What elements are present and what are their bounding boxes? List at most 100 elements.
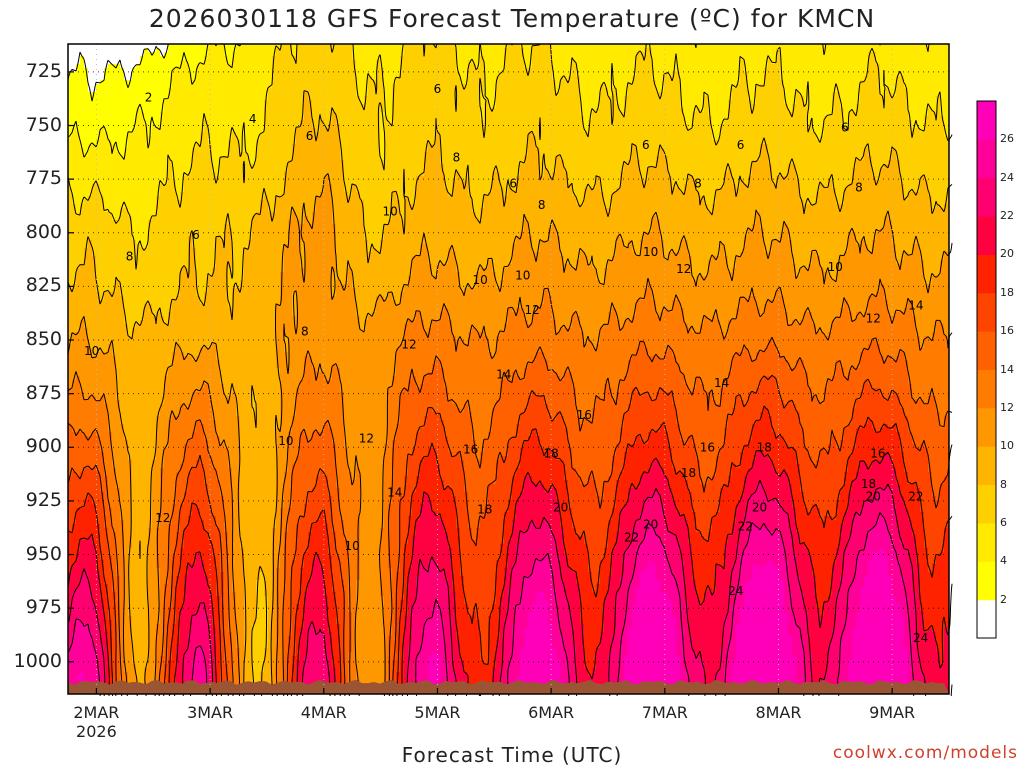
field-cell <box>112 60 117 65</box>
field-cell <box>360 132 365 137</box>
field-cell <box>584 112 589 117</box>
field-cell <box>472 92 477 97</box>
field-cell <box>732 64 737 69</box>
field-cell <box>628 96 633 101</box>
field-cell <box>136 120 141 125</box>
field-cell <box>460 52 465 57</box>
field-cell <box>928 52 933 57</box>
field-cell <box>316 64 321 69</box>
field-cell <box>740 88 745 93</box>
field-cell <box>344 108 349 113</box>
field-cell <box>700 48 705 53</box>
field-cell <box>624 76 629 81</box>
field-cell <box>164 128 169 133</box>
field-cell <box>164 72 169 77</box>
field-cell <box>688 96 693 101</box>
field-cell <box>484 88 489 93</box>
field-cell <box>700 124 705 129</box>
field-cell <box>204 104 209 109</box>
field-cell <box>860 64 865 69</box>
field-cell <box>844 68 849 73</box>
field-cell <box>616 60 621 65</box>
field-cell <box>172 56 177 61</box>
field-cell <box>436 116 441 121</box>
field-cell <box>740 92 745 97</box>
field-cell <box>368 80 373 85</box>
field-cell <box>496 92 501 97</box>
field-cell <box>676 124 681 129</box>
field-cell <box>436 104 441 109</box>
field-cell <box>212 60 217 65</box>
field-cell <box>360 84 365 89</box>
field-cell <box>680 60 685 65</box>
field-cell <box>204 64 209 69</box>
field-cell <box>256 72 261 77</box>
field-cell <box>340 56 345 61</box>
field-cell <box>420 72 425 77</box>
field-cell <box>164 76 169 81</box>
field-cell <box>100 52 105 57</box>
field-cell <box>516 92 521 97</box>
field-cell <box>912 100 917 105</box>
field-cell <box>656 48 661 53</box>
field-cell <box>104 108 109 113</box>
field-cell <box>584 116 589 121</box>
field-cell <box>772 80 777 85</box>
field-cell <box>616 76 621 81</box>
field-cell <box>716 56 721 61</box>
field-cell <box>280 100 285 105</box>
field-cell <box>336 100 341 105</box>
field-cell <box>368 92 373 97</box>
field-cell <box>164 132 169 137</box>
field-cell <box>560 52 565 57</box>
field-cell <box>832 116 837 121</box>
field-cell <box>720 56 725 61</box>
field-cell <box>580 48 585 53</box>
field-cell <box>900 100 905 105</box>
field-cell <box>520 108 525 113</box>
field-cell <box>428 120 433 125</box>
field-cell <box>428 80 433 85</box>
field-cell <box>772 124 777 129</box>
field-cell <box>684 72 689 77</box>
field-cell <box>744 52 749 57</box>
field-cell <box>728 88 733 93</box>
field-cell <box>804 88 809 93</box>
field-cell <box>488 132 493 137</box>
field-cell <box>704 112 709 117</box>
field-cell <box>152 92 157 97</box>
field-cell <box>420 132 425 137</box>
field-cell <box>540 92 545 97</box>
field-cell <box>132 52 137 57</box>
field-cell <box>908 88 913 93</box>
field-cell <box>884 60 889 65</box>
field-cell <box>184 84 189 89</box>
field-cell <box>212 76 217 81</box>
field-cell <box>440 96 445 101</box>
field-cell <box>160 88 165 93</box>
field-cell <box>436 60 441 65</box>
field-cell <box>784 128 789 133</box>
field-cell <box>400 92 405 97</box>
field-cell <box>216 72 221 77</box>
field-cell <box>712 48 717 53</box>
field-cell <box>624 124 629 129</box>
field-cell <box>412 104 417 109</box>
field-cell <box>692 64 697 69</box>
field-cell <box>340 72 345 77</box>
field-cell <box>128 100 133 105</box>
field-cell <box>444 112 449 117</box>
field-cell <box>296 76 301 81</box>
field-cell <box>400 120 405 125</box>
field-cell <box>820 108 825 113</box>
field-cell <box>344 112 349 117</box>
field-cell <box>108 84 113 89</box>
field-cell <box>668 116 673 121</box>
field-cell <box>740 108 745 113</box>
field-cell <box>412 96 417 101</box>
field-cell <box>628 56 633 61</box>
field-cell <box>440 124 445 129</box>
field-cell <box>732 88 737 93</box>
field-cell <box>832 72 837 77</box>
field-cell <box>124 48 129 53</box>
